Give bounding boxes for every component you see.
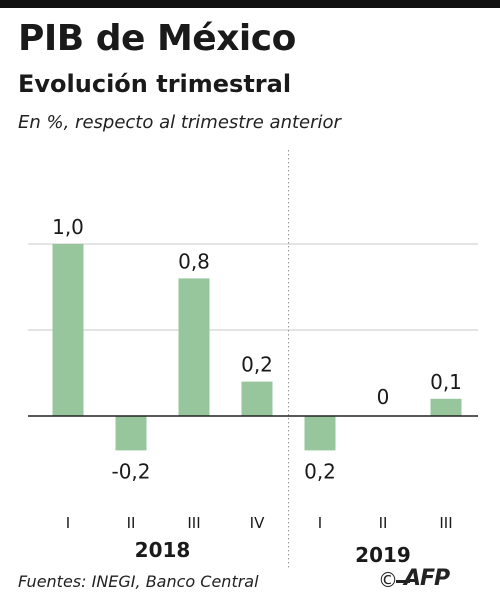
chart-subtitle: Evolución trimestral xyxy=(18,70,292,98)
bar-1 xyxy=(52,244,84,416)
afp-logo-bar xyxy=(396,580,410,583)
tick-label-7: III xyxy=(439,514,452,532)
afp-logo: AFP xyxy=(404,566,450,591)
tick-label-2: II xyxy=(127,514,136,532)
value-label-7: 0,1 xyxy=(430,370,462,394)
tick-label-3: III xyxy=(187,514,200,532)
value-label-3: 0,8 xyxy=(178,249,210,273)
bar-3 xyxy=(178,278,210,416)
top-rule xyxy=(0,0,500,8)
bar-4 xyxy=(241,381,273,416)
tick-label-4: IV xyxy=(250,514,265,532)
chart-title: PIB de México xyxy=(18,18,296,59)
tick-label-5: I xyxy=(318,514,322,532)
tick-label-6: II xyxy=(379,514,388,532)
bar-7 xyxy=(430,398,462,416)
group-label-2019: 2019 xyxy=(355,543,411,567)
value-label-2: -0,2 xyxy=(111,459,150,483)
value-label-1: 1,0 xyxy=(52,215,84,239)
value-label-6: 0 xyxy=(377,385,390,409)
chart-unit-note: En %, respecto al trimestre anterior xyxy=(18,112,341,133)
bar-chart: 1,0 I -0,2 II 0,8 III 0,2 IV 0,2 I 0 II 0,1 III 2018 20… xyxy=(28,150,478,570)
group-label-2018: 2018 xyxy=(135,538,191,562)
value-label-5: 0,2 xyxy=(304,459,336,483)
bar-2 xyxy=(115,416,147,451)
value-label-4: 0,2 xyxy=(241,353,273,377)
source-note: Fuentes: INEGI, Banco Central xyxy=(18,572,259,591)
bar-5 xyxy=(304,416,336,451)
copyright-icon: © xyxy=(378,568,398,592)
tick-label-1: I xyxy=(66,514,70,532)
